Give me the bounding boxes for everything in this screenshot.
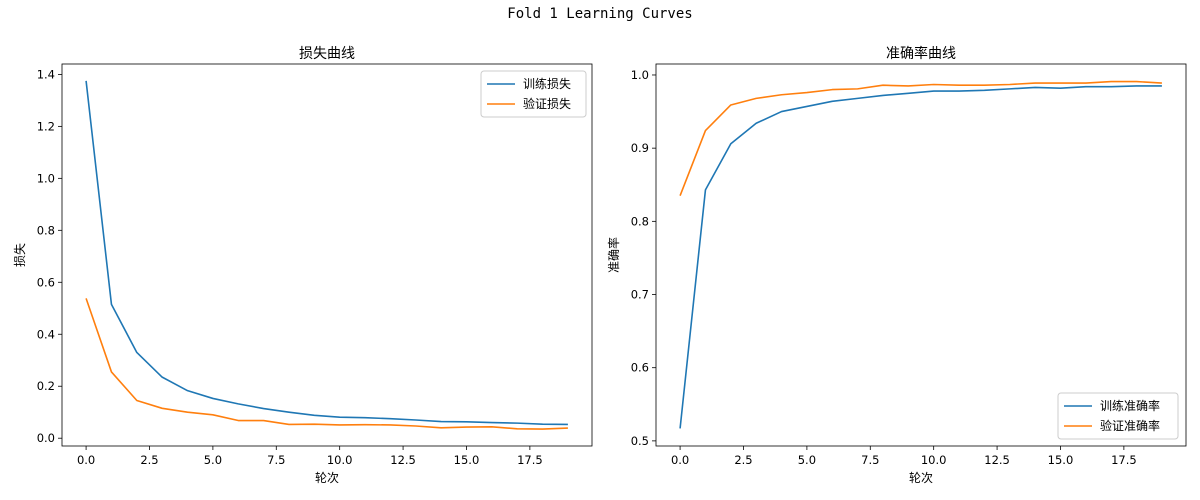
x-tick-label: 17.5 bbox=[1111, 453, 1137, 467]
x-tick-label: 15.0 bbox=[1048, 453, 1074, 467]
x-tick-label: 0.0 bbox=[77, 453, 95, 467]
series-line-train bbox=[85, 80, 568, 426]
x-tick-label: 15.0 bbox=[454, 453, 480, 467]
y-tick-label: 1.2 bbox=[37, 119, 55, 133]
x-tick-label: 12.5 bbox=[984, 453, 1010, 467]
y-tick-label: 1.4 bbox=[37, 67, 55, 81]
chart-title: 损失曲线 bbox=[299, 46, 355, 62]
x-tick-label: 10.0 bbox=[327, 453, 353, 467]
y-tick-label: 0.4 bbox=[37, 327, 55, 341]
x-tick-label: 7.5 bbox=[267, 453, 285, 467]
chart-title: 准确率曲线 bbox=[886, 45, 956, 62]
series-line-val bbox=[679, 80, 1162, 197]
series-line-val bbox=[85, 298, 568, 430]
y-tick-label: 0.7 bbox=[631, 288, 649, 302]
legend-label: 验证损失 bbox=[523, 96, 571, 111]
y-axis-label: 准确率 bbox=[606, 237, 621, 273]
x-axis-label: 轮次 bbox=[909, 471, 933, 485]
y-tick-label: 0.5 bbox=[631, 434, 649, 448]
legend-label: 训练损失 bbox=[523, 76, 571, 91]
x-tick-label: 2.5 bbox=[140, 453, 158, 467]
accuracy-chart: 准确率曲线 0.0 2.5 5.0 7.5 10.0 12.5 15.0 17.5 0.5 0.6 0… bbox=[606, 45, 1187, 485]
loss-chart: 损失曲线 0.0 2.5 5.0 7.5 10.0 12.5 15.0 17.5 0.0 0.2 0.… bbox=[12, 46, 593, 485]
y-tick-label: 0.6 bbox=[631, 361, 649, 375]
y-tick-label: 0.0 bbox=[37, 431, 55, 445]
plot-frame bbox=[61, 63, 593, 447]
x-tick-label: 10.0 bbox=[921, 453, 947, 467]
x-tick-label: 5.0 bbox=[204, 453, 222, 467]
y-axis-label: 损失 bbox=[12, 243, 27, 267]
y-tick-label: 0.9 bbox=[631, 141, 649, 155]
legend-label: 验证准确率 bbox=[1100, 418, 1160, 433]
y-tick-label: 0.8 bbox=[37, 223, 55, 237]
x-tick-label: 0.0 bbox=[671, 453, 689, 467]
y-tick-label: 1.0 bbox=[37, 171, 55, 185]
x-tick-label: 5.0 bbox=[798, 453, 816, 467]
x-tick-label: 2.5 bbox=[734, 453, 752, 467]
legend-box bbox=[480, 70, 587, 118]
legend-box bbox=[1057, 392, 1179, 440]
y-tick-label: 0.6 bbox=[37, 275, 55, 289]
y-tick-label: 1.0 bbox=[631, 68, 649, 82]
x-tick-label: 7.5 bbox=[861, 453, 879, 467]
series-line-train bbox=[679, 85, 1162, 429]
y-tick-label: 0.8 bbox=[631, 214, 649, 228]
plot-frame bbox=[655, 63, 1187, 447]
x-axis-label: 轮次 bbox=[315, 471, 339, 485]
x-tick-label: 17.5 bbox=[517, 453, 543, 467]
legend-label: 训练准确率 bbox=[1100, 398, 1160, 413]
x-tick-label: 12.5 bbox=[390, 453, 416, 467]
y-tick-label: 0.2 bbox=[37, 379, 55, 393]
figure-title: Fold 1 Learning Curves bbox=[507, 6, 693, 22]
